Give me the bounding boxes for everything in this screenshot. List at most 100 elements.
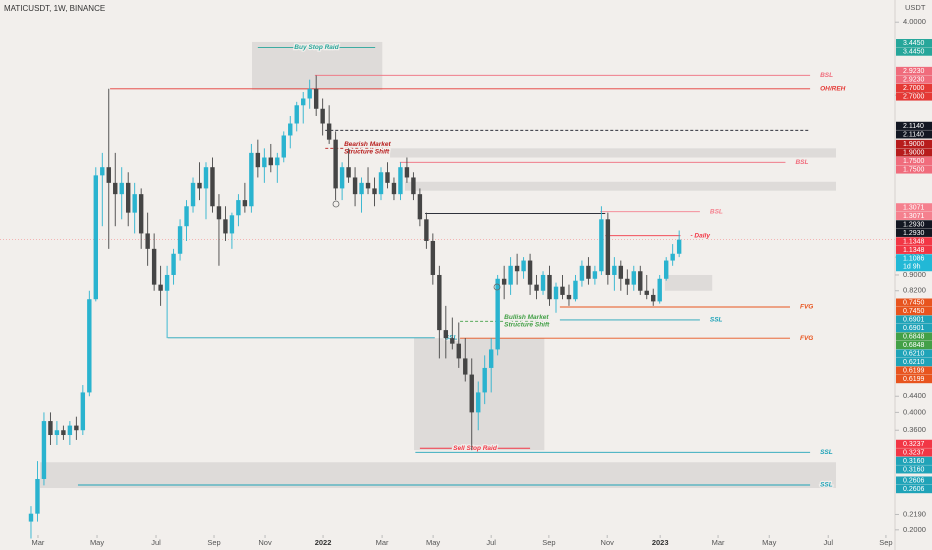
candle-body [275, 157, 280, 166]
candle-body [339, 167, 345, 189]
level-label: - Daily [690, 232, 710, 239]
candle-body [100, 167, 105, 176]
price-box [896, 245, 932, 254]
level-label: BSL [795, 159, 808, 166]
candle-body [501, 278, 507, 285]
price-box [896, 332, 932, 341]
candle-body [592, 271, 598, 279]
y-tick-label: 0.3600 [903, 425, 926, 434]
price-box-label: 1.2930 [903, 221, 925, 228]
candle-body [638, 271, 643, 291]
price-box [896, 306, 932, 316]
price-box-label: 1.9000 [903, 141, 925, 148]
candle-body [113, 182, 118, 195]
x-tick-label: Jul [823, 538, 833, 547]
price-box [896, 456, 932, 465]
price-box-label: 1.7500 [903, 158, 925, 165]
candle-body [164, 274, 170, 291]
x-tick-label: Mar [712, 538, 725, 547]
candle-body [599, 219, 604, 272]
candle-body [450, 338, 455, 344]
candle-body [404, 167, 410, 178]
candle-body [670, 253, 675, 261]
level-label: SSL [445, 335, 458, 342]
price-box [896, 448, 932, 457]
price-box [896, 139, 932, 149]
candle-body [553, 286, 559, 300]
candle-body [586, 265, 591, 279]
x-tick-label: Mar [376, 538, 389, 547]
x-tick-label: Jul [486, 538, 496, 547]
candle-body [625, 278, 630, 285]
y-tick-label: 4.0000 [903, 17, 926, 26]
candle-body [313, 88, 319, 109]
price-box [896, 92, 932, 101]
price-box [896, 374, 932, 384]
candle-body [618, 265, 624, 279]
level-label: SSL [710, 317, 723, 324]
last-price-box [896, 254, 932, 272]
candle-body [333, 139, 338, 189]
price-box [896, 323, 932, 333]
x-tick-label: Sep [542, 538, 555, 547]
candle-body [119, 182, 124, 195]
candle-body [346, 167, 351, 178]
candle-body [61, 430, 66, 436]
candle-body [378, 172, 384, 195]
zone [40, 462, 837, 489]
level-label: FVG [800, 304, 813, 311]
x-tick-label: Nov [258, 538, 272, 547]
x-tick-label: 2023 [652, 538, 669, 547]
zone [252, 41, 383, 91]
price-box-label: 2.7000 [903, 85, 925, 92]
candle-body [476, 392, 481, 413]
price-box-label: 2.1140 [903, 131, 924, 138]
y-tick-label: 0.4400 [903, 391, 926, 400]
candle-body [398, 167, 403, 195]
candle-body [573, 280, 578, 300]
chart-title: MATICUSDT, 1W, BINANCE [4, 4, 105, 13]
candle-body [352, 177, 358, 195]
icon-bulb [332, 200, 340, 208]
idea-icon [332, 200, 501, 291]
price-box-label: 0.2606 [903, 486, 925, 493]
candle-body [242, 200, 248, 207]
price-box [896, 439, 932, 448]
x-tick-label: Sep [207, 538, 220, 547]
price-box-label: 2.9230 [903, 77, 925, 84]
price-box [896, 298, 932, 307]
price-box-label: 0.3237 [903, 441, 925, 448]
candle-body [391, 182, 397, 195]
candle-body [307, 88, 312, 99]
x-tick-label: Jul [151, 538, 161, 547]
x-tick-label: May [90, 538, 104, 547]
level-label: Bullish Market [504, 314, 549, 321]
price-box-label: 0.6210 [903, 351, 925, 358]
price-box [896, 476, 932, 485]
candle-body [54, 430, 60, 436]
level-label: BSL [820, 72, 833, 79]
level-label: Buy Stop Raid [294, 44, 339, 51]
last-price-label: 1.1086 [903, 256, 925, 263]
price-box [896, 165, 932, 174]
price-box [896, 237, 932, 246]
level-label: SSL [820, 449, 833, 456]
price-box-label: 1.7500 [903, 166, 925, 173]
x-tick-label: Sep [879, 538, 892, 547]
candle-body [229, 215, 235, 234]
candle-body [74, 425, 79, 431]
candle-body [255, 152, 261, 168]
price-box-label: 0.7450 [903, 308, 925, 315]
candle-body [365, 182, 371, 189]
level-label: FVG [800, 335, 813, 342]
price-box [896, 465, 932, 474]
price-box-label: 3.4450 [903, 40, 925, 47]
candle-body [132, 194, 137, 213]
candle-body [301, 98, 306, 106]
level-label: Sell Stop Raid [453, 445, 498, 452]
candle-body [495, 278, 500, 350]
candle-body [521, 260, 526, 272]
candle-body [437, 274, 442, 331]
candle-body [560, 286, 565, 295]
